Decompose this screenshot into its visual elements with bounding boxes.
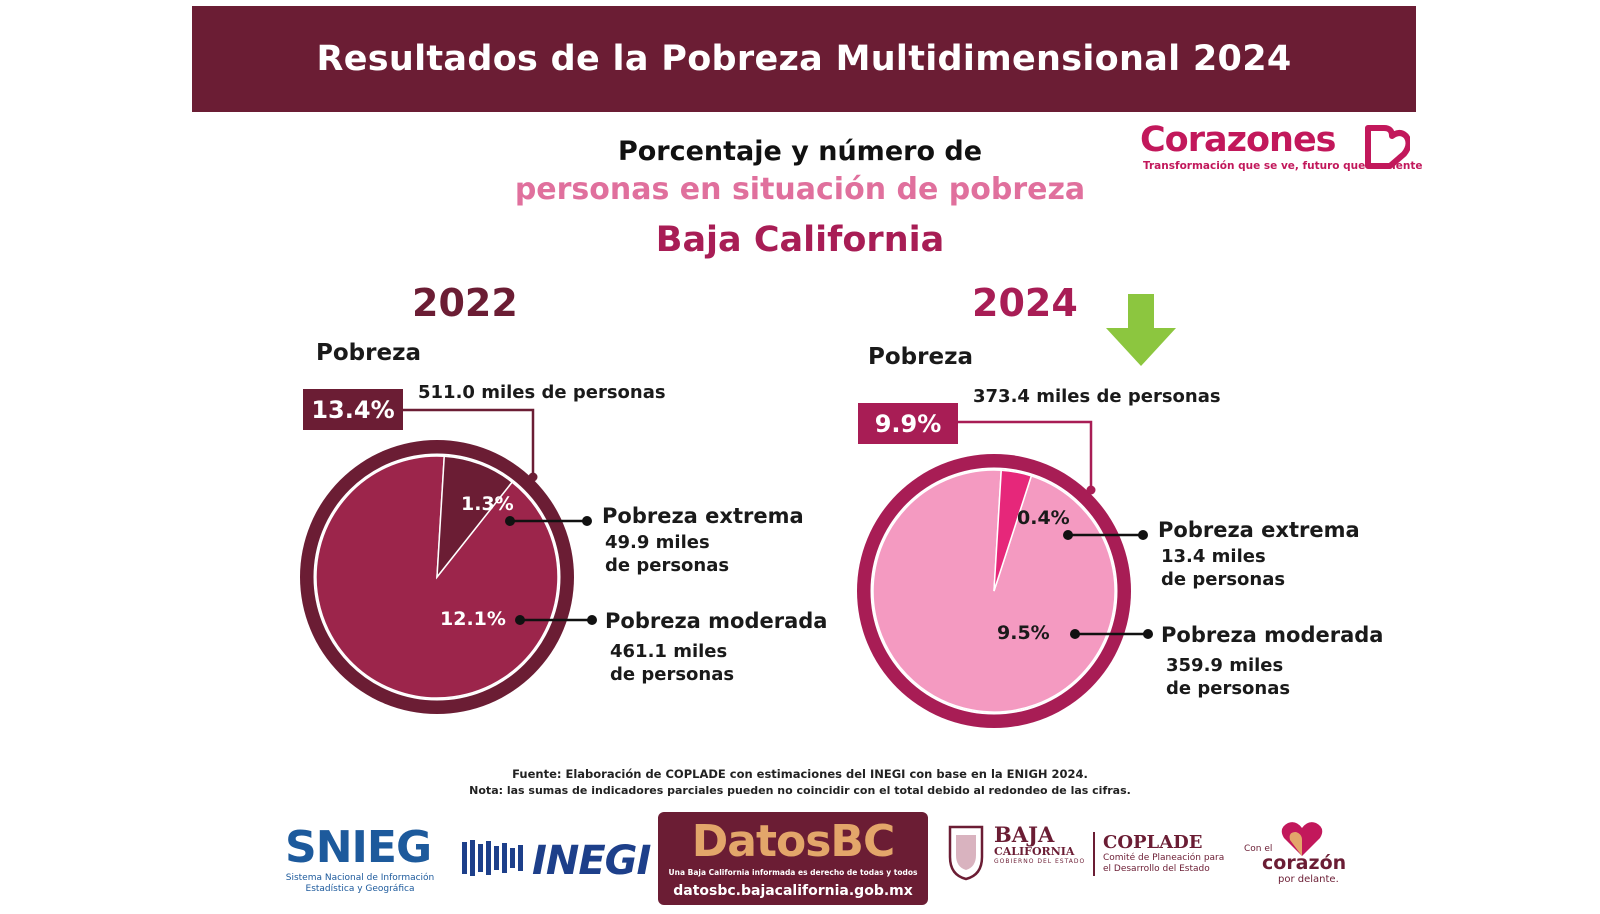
extrema-people-line1-2022: 49.9 miles xyxy=(605,532,710,553)
total-people-2024: 373.4 miles de personas xyxy=(973,386,1221,407)
total-percent-2022: 13.4% xyxy=(311,395,395,424)
down-arrow-icon xyxy=(1106,294,1176,366)
snieg-logo: SNIEG Sistema Nacional de Información Es… xyxy=(285,822,435,895)
inegi-word: INEGI xyxy=(532,838,651,884)
total-leader-dot-2024 xyxy=(1086,485,1096,495)
total-leader-line-2024 xyxy=(958,420,1093,490)
banner-title: Resultados de la Pobreza Multidimensiona… xyxy=(316,39,1292,79)
subtitle-region: Baja California xyxy=(655,220,945,260)
datosbc-url[interactable]: datosbc.bajacalifornia.gob.mx xyxy=(673,883,913,899)
total-leader-dot-2022 xyxy=(528,472,538,482)
bc-logo: BAJA CALIFORNIA GOBIERNO DEL ESTADO xyxy=(994,822,1086,865)
brand-tagline: Transformación que se ve, futuro que se … xyxy=(1143,160,1423,172)
bc-subtitle: CALIFORNIA xyxy=(994,845,1075,858)
coplade-logo: COPLADE Comité de Planeación para el Des… xyxy=(1103,832,1224,875)
moderada-people-line2-2022: de personas xyxy=(610,664,735,685)
corazon-line2: corazón xyxy=(1262,852,1347,874)
total-people-2022: 511.0 miles de personas xyxy=(418,382,666,403)
total-badge-2024: 9.9% xyxy=(858,403,958,444)
moderada-people-line1-2024: 359.9 miles xyxy=(1166,655,1284,676)
heart-icon xyxy=(1281,822,1323,856)
moderada-leader-dot-a-2022 xyxy=(515,615,525,625)
extrema-leader-dot-a-2024 xyxy=(1063,530,1073,540)
moderada-people-line2-2024: de personas xyxy=(1166,678,1291,699)
pobreza-label-2022: Pobreza xyxy=(316,340,421,366)
pie-slice-extrema-2024 xyxy=(993,469,1033,592)
title-banner: Resultados de la Pobreza Multidimensiona… xyxy=(192,6,1416,112)
rounding-note: Nota: las sumas de indicadores parciales… xyxy=(469,784,1131,797)
source-note: Fuente: Elaboración de COPLADE con estim… xyxy=(512,767,1088,781)
coplade-line1: Comité de Planeación para xyxy=(1103,853,1225,863)
pie-inner-border-2024 xyxy=(870,467,1118,715)
con-el-corazon-logo: Con el corazón por delante. xyxy=(1244,820,1354,890)
slice-label-moderada-2024: 9.5% xyxy=(997,622,1050,644)
bc-seal-icon xyxy=(948,825,984,881)
pobreza-label-2024: Pobreza xyxy=(868,344,973,370)
extrema-people-line2-2022: de personas xyxy=(605,555,730,576)
extrema-leader-dot-b-2022 xyxy=(582,516,592,526)
snieg-word: SNIEG xyxy=(285,822,432,873)
bc-gob: GOBIERNO DEL ESTADO xyxy=(994,858,1086,865)
slice-label-extrema-2022: 1.3% xyxy=(461,493,514,515)
subtitle-line1: Porcentaje y número de xyxy=(617,136,983,167)
year-2022-label: 2022 xyxy=(412,281,518,325)
logo-divider xyxy=(1093,832,1095,876)
pie-slice-extrema-2022 xyxy=(436,455,514,580)
moderada-people-2024: 359.9 miles de personas xyxy=(1166,654,1290,700)
slice-label-extrema-2024: 0.4% xyxy=(1017,507,1070,529)
extrema-leader-dot-b-2024 xyxy=(1138,530,1148,540)
extrema-title-2024: Pobreza extrema xyxy=(1158,518,1360,542)
extrema-leader-dot-a-2022 xyxy=(505,516,515,526)
moderada-title-2022: Pobreza moderada xyxy=(605,609,828,633)
moderada-leader-dot-a-2024 xyxy=(1070,629,1080,639)
extrema-people-line1-2024: 13.4 miles xyxy=(1161,546,1266,567)
year-2024-label: 2024 xyxy=(972,281,1078,325)
extrema-people-line2-2024: de personas xyxy=(1161,569,1286,590)
slice-label-moderada-2022: 12.1% xyxy=(440,608,506,630)
extrema-title-2022: Pobreza extrema xyxy=(602,504,804,528)
corazon-line3: por delante. xyxy=(1278,874,1339,885)
inegi-pattern-icon xyxy=(462,838,528,878)
total-percent-2024: 9.9% xyxy=(874,409,942,438)
pie-inner-border-2022 xyxy=(313,453,561,701)
extrema-people-2022: 49.9 miles de personas xyxy=(605,531,729,577)
total-leader-line-2022 xyxy=(403,408,535,477)
moderada-people-line1-2022: 461.1 miles xyxy=(610,641,728,662)
bc-title: BAJA xyxy=(994,822,1055,847)
datosbc-word: DatosBC xyxy=(691,816,896,867)
moderada-leader-dot-b-2022 xyxy=(587,615,597,625)
heart-logo-icon xyxy=(1365,125,1410,169)
pie-slice-moderada-2024 xyxy=(872,469,1116,713)
corazones-logo: Corazones Transformación que se ve, futu… xyxy=(1140,120,1423,180)
snieg-desc: Sistema Nacional de Información Estadíst… xyxy=(285,873,435,894)
coplade-line2: el Desarrollo del Estado xyxy=(1103,864,1210,874)
coplade-title: COPLADE xyxy=(1103,832,1203,853)
brand-name: Corazones xyxy=(1140,120,1337,160)
moderada-people-2022: 461.1 miles de personas xyxy=(610,640,734,686)
extrema-people-2024: 13.4 miles de personas xyxy=(1161,545,1285,591)
moderada-title-2024: Pobreza moderada xyxy=(1161,623,1384,647)
moderada-leader-dot-b-2024 xyxy=(1143,629,1153,639)
subtitle-line2: personas en situación de pobreza xyxy=(514,172,1086,207)
datosbc-logo[interactable]: DatosBC Una Baja California informada es… xyxy=(658,812,928,905)
datosbc-tagline: Una Baja California informada es derecho… xyxy=(668,868,918,877)
corazon-line1: Con el xyxy=(1244,844,1273,854)
total-badge-2022: 13.4% xyxy=(303,389,403,430)
